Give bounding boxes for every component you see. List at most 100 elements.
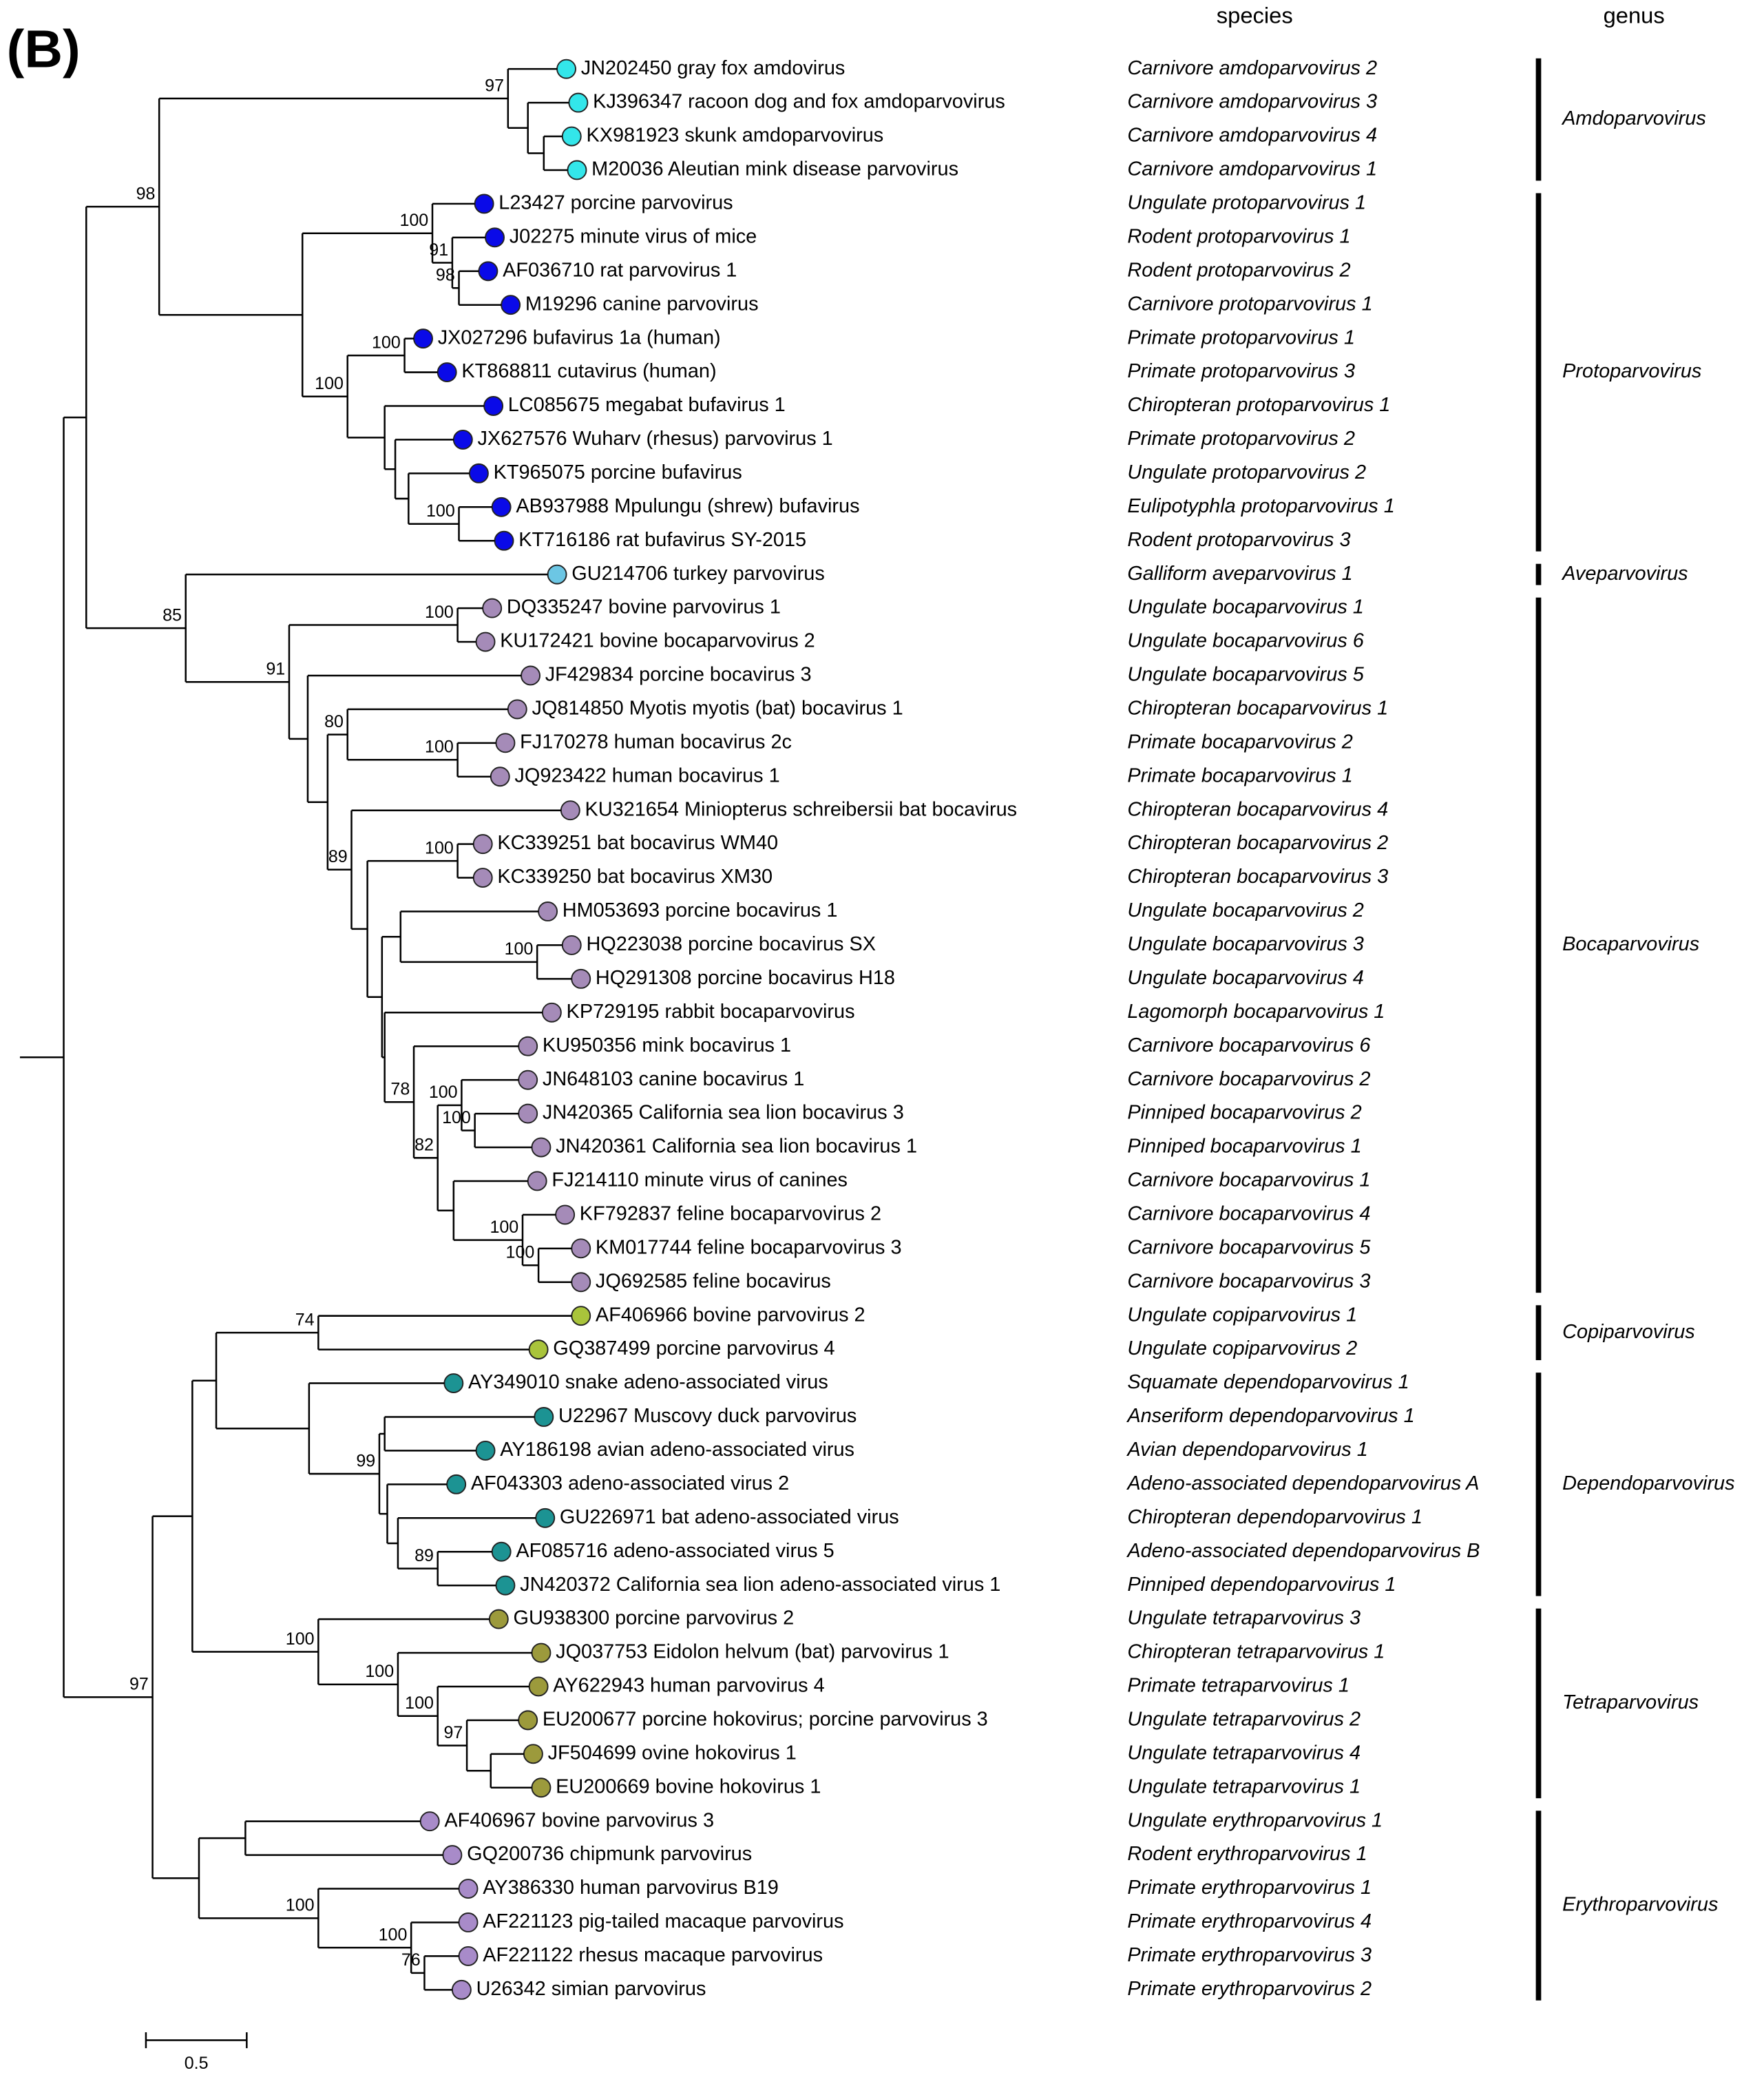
leaf-marker xyxy=(494,530,514,551)
leaf-label: JN420365 California sea lion bocavirus 3 xyxy=(543,1102,904,1124)
species-name: Eulipotyphla protoparvovirus 1 xyxy=(1127,495,1394,517)
leaf-label: KT868811 cutavirus (human) xyxy=(461,360,716,382)
leaf-marker xyxy=(518,1710,538,1731)
species-name: Carnivore amdoparvovirus 1 xyxy=(1127,158,1377,180)
species-name: Chiropteran bocaparvovirus 2 xyxy=(1127,832,1388,854)
leaf-label: JX627576 Wuharv (rhesus) parvovirus 1 xyxy=(477,428,832,450)
leaf-marker xyxy=(560,800,580,821)
species-name: Pinniped bocaparvovirus 1 xyxy=(1127,1136,1361,1158)
species-name: Ungulate bocaparvovirus 1 xyxy=(1127,596,1364,618)
leaf-marker xyxy=(490,766,510,787)
leaf-label: AY349010 snake adeno-associated virus xyxy=(468,1371,828,1393)
leaf-marker xyxy=(452,429,473,450)
species-name: Adeno-associated dependoparvovirus A xyxy=(1126,1472,1479,1494)
leaf-label: AF043303 adeno-associated virus 2 xyxy=(471,1472,789,1494)
leaf-label: JX027296 bufavirus 1a (human) xyxy=(438,326,721,348)
leaf-label: JN648103 canine bocavirus 1 xyxy=(543,1068,804,1090)
leaf-marker xyxy=(458,1879,479,1899)
species-name: Ungulate bocaparvovirus 3 xyxy=(1127,933,1364,955)
species-name: Primate protoparvovirus 2 xyxy=(1127,428,1355,450)
bootstrap-value: 85 xyxy=(162,605,182,625)
leaf-marker xyxy=(528,1676,549,1697)
species-name: Pinniped dependoparvovirus 1 xyxy=(1127,1574,1396,1596)
leaf-marker xyxy=(483,396,504,416)
genus-name: Protoparvovirus xyxy=(1562,360,1701,382)
genus-name: Copiparvovirus xyxy=(1562,1321,1695,1343)
bootstrap-value: 100 xyxy=(286,1896,315,1915)
leaf-marker xyxy=(507,699,527,720)
species-name: Rodent protoparvovirus 1 xyxy=(1127,225,1350,247)
bootstrap-value: 82 xyxy=(414,1136,434,1155)
leaf-marker xyxy=(458,1946,479,1966)
species-name: Rodent protoparvovirus 3 xyxy=(1127,529,1350,551)
bootstrap-value: 91 xyxy=(266,659,285,678)
leaf-label: AF085716 adeno-associated virus 5 xyxy=(516,1540,834,1562)
species-name: Pinniped bocaparvovirus 2 xyxy=(1127,1102,1361,1124)
bootstrap-value: 99 xyxy=(356,1451,375,1470)
species-name: Primate bocaparvovirus 2 xyxy=(1127,731,1352,753)
genus-name: Erythroparvovirus xyxy=(1562,1894,1718,1916)
leaf-label: AY386330 human parvovirus B19 xyxy=(483,1877,779,1899)
species-name: Primate tetraparvovirus 1 xyxy=(1127,1675,1350,1697)
leaf-label: GU938300 porcine parvovirus 2 xyxy=(514,1607,795,1629)
leaf-label: U22967 Muscovy duck parvovirus xyxy=(558,1405,857,1427)
leaf-label: DQ335247 bovine parvovirus 1 xyxy=(507,596,781,618)
species-name: Chiropteran bocaparvovirus 4 xyxy=(1127,798,1388,820)
leaf-marker xyxy=(475,1440,496,1461)
species-name: Carnivore protoparvovirus 1 xyxy=(1127,293,1372,315)
leaf-label: AF406966 bovine parvovirus 2 xyxy=(596,1304,865,1326)
leaf-marker xyxy=(561,935,582,955)
species-name: Rodent protoparvovirus 2 xyxy=(1127,259,1350,281)
leaf-label: HM053693 porcine bocavirus 1 xyxy=(563,899,838,921)
bootstrap-value: 74 xyxy=(295,1310,315,1329)
genus-bar xyxy=(1535,1305,1542,1361)
leaf-label: KX981923 skunk amdoparvovirus xyxy=(586,125,883,147)
leaf-label: JQ037753 Eidolon helvum (bat) parvovirus… xyxy=(556,1641,949,1663)
leaf-marker xyxy=(527,1171,547,1191)
species-name: Ungulate protoparvovirus 2 xyxy=(1127,461,1366,483)
leaf-marker xyxy=(547,564,567,585)
leaf-label: M20036 Aleutian mink disease parvovirus xyxy=(591,158,958,180)
leaf-marker xyxy=(521,665,540,686)
species-name: Lagomorph bocaparvovirus 1 xyxy=(1127,1001,1385,1023)
species-name: Rodent erythroparvovirus 1 xyxy=(1127,1843,1367,1865)
leaf-marker xyxy=(478,261,498,282)
leaf-label: J02275 minute virus of mice xyxy=(510,225,757,247)
leaf-marker xyxy=(528,1339,549,1360)
leaf-label: KU172421 bovine bocaparvovirus 2 xyxy=(500,630,815,652)
species-name: Squamate dependoparvovirus 1 xyxy=(1127,1371,1409,1393)
species-name: Primate erythroparvovirus 3 xyxy=(1127,1944,1372,1966)
species-name: Anseriform dependoparvovirus 1 xyxy=(1126,1405,1414,1427)
leaf-marker xyxy=(518,1070,538,1090)
species-name: Primate protoparvovirus 3 xyxy=(1127,360,1355,382)
genus-bar xyxy=(1535,1811,1542,2001)
genus-name: Bocaparvovirus xyxy=(1562,933,1699,955)
bootstrap-value: 100 xyxy=(505,939,534,959)
species-name: Carnivore amdoparvovirus 4 xyxy=(1127,125,1377,147)
leaf-label: KM017744 feline bocaparvovirus 3 xyxy=(596,1236,902,1258)
species-name: Ungulate erythroparvovirus 1 xyxy=(1127,1809,1383,1831)
leaf-marker xyxy=(446,1474,467,1494)
leaf-label: GU214706 turkey parvovirus xyxy=(571,563,825,585)
species-name: Primate bocaparvovirus 1 xyxy=(1127,764,1352,786)
leaf-marker xyxy=(482,598,503,618)
leaf-marker xyxy=(556,59,577,79)
species-name: Chiropteran dependoparvovirus 1 xyxy=(1127,1506,1422,1528)
genus-bar xyxy=(1535,1608,1542,1799)
bootstrap-value: 100 xyxy=(405,1693,434,1713)
species-name: Ungulate bocaparvovirus 6 xyxy=(1127,630,1364,652)
genus-bar xyxy=(1535,1373,1542,1596)
leaf-marker xyxy=(472,868,493,888)
leaf-marker xyxy=(571,968,591,989)
leaf-label: GQ200736 chipmunk parvovirus xyxy=(467,1843,752,1865)
leaf-marker xyxy=(474,194,494,214)
leaf-marker xyxy=(472,834,493,855)
species-name: Carnivore bocaparvovirus 2 xyxy=(1127,1068,1370,1090)
leaf-marker xyxy=(568,92,589,113)
genus-bar xyxy=(1535,58,1542,181)
leaf-label: AY622943 human parvovirus 4 xyxy=(553,1675,824,1697)
genus-bar xyxy=(1535,597,1542,1293)
leaf-label: M19296 canine parvovirus xyxy=(525,293,759,315)
genus-bar xyxy=(1535,193,1542,552)
leaf-marker xyxy=(523,1744,543,1764)
